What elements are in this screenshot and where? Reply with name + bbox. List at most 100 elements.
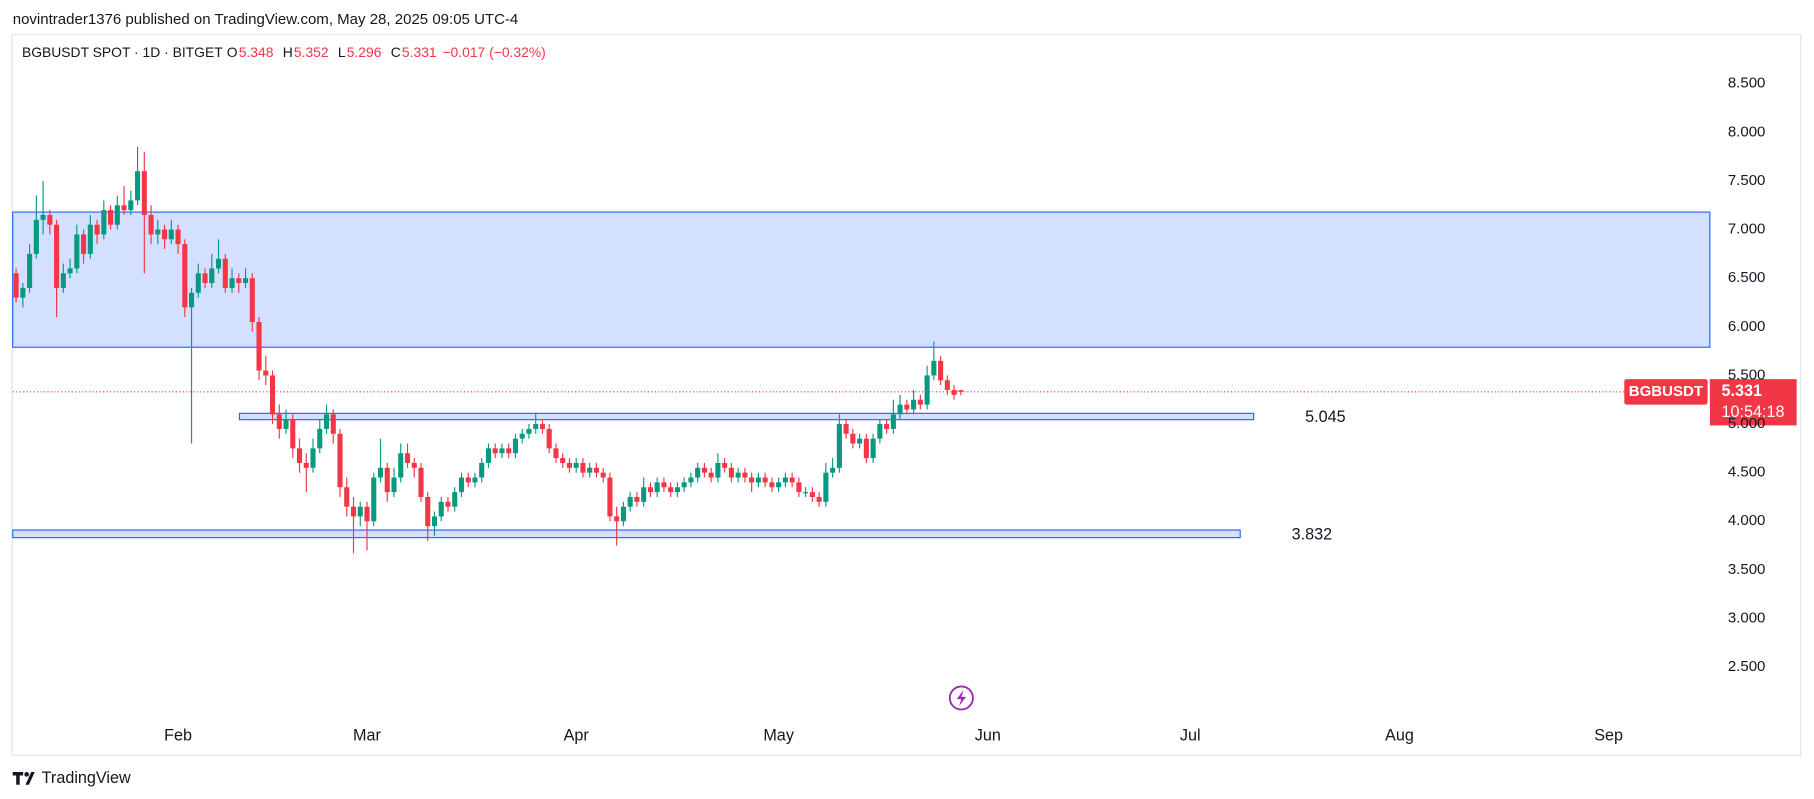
footer-brand: TradingView <box>42 769 131 787</box>
candle-body <box>81 234 87 254</box>
candle-body <box>189 292 195 308</box>
symbol-tag-label: BGBUSDT <box>1629 383 1704 400</box>
candle-body <box>580 462 586 473</box>
candle-body <box>499 448 505 454</box>
zone-label: 3.832 <box>1292 525 1333 543</box>
candle-body <box>647 487 653 493</box>
candle-body <box>944 380 950 391</box>
candle-body <box>438 501 444 517</box>
ohlc-value: 5.348 <box>239 44 274 60</box>
candle-body <box>796 482 802 493</box>
candle-body <box>33 219 39 254</box>
y-tick-label: 7.000 <box>1728 221 1766 238</box>
candle-body <box>290 419 296 449</box>
candle-body <box>911 399 917 410</box>
candle-body <box>512 438 519 454</box>
zone <box>12 529 1241 539</box>
candle-body <box>931 360 937 376</box>
candle-body <box>114 205 120 225</box>
x-tick-label: Mar <box>353 726 381 744</box>
candle-body <box>830 467 836 473</box>
candle-body <box>884 424 890 429</box>
candle-body <box>431 516 438 527</box>
candles <box>13 146 964 554</box>
candle-body <box>168 229 174 240</box>
candle-body <box>87 224 93 254</box>
symbol: BGBUSDT SPOT · 1D · BITGET <box>22 44 223 60</box>
y-tick-label: 7.500 <box>1728 172 1766 189</box>
candle-body <box>418 467 424 497</box>
candle-body <box>674 487 680 493</box>
change: −0.017 (−0.32%) <box>442 44 545 60</box>
candle-body <box>708 472 714 478</box>
candle-body <box>809 492 815 497</box>
x-tick-label: Jun <box>975 726 1001 744</box>
candle-body <box>695 467 701 478</box>
candle-body <box>458 477 465 493</box>
candle-body <box>654 482 660 493</box>
candle-body <box>870 438 876 459</box>
candle-body <box>276 414 282 429</box>
x-tick-label: Feb <box>164 726 192 744</box>
candle-body <box>614 516 620 522</box>
candle-body <box>701 467 707 473</box>
candle-body <box>20 287 26 298</box>
candle-body <box>128 200 134 211</box>
candle-body <box>350 506 357 517</box>
candle-body <box>162 229 168 240</box>
candle-body <box>627 496 633 507</box>
candle-body <box>560 458 566 463</box>
ohlc-value: 5.331 <box>402 44 437 60</box>
candle-body <box>242 278 249 284</box>
candle-body <box>533 424 539 429</box>
ohlc-key: O <box>227 44 238 60</box>
candle-body <box>539 424 545 429</box>
candle-body <box>755 477 761 483</box>
candle-body <box>283 419 289 429</box>
y-tick-label: 5.000 <box>1728 415 1766 432</box>
candle-body <box>452 492 458 507</box>
ohlc-key: C <box>391 44 401 60</box>
ohlc-value: 5.352 <box>294 44 329 60</box>
candle-body <box>573 462 579 468</box>
candle-body <box>769 482 775 488</box>
candle-body <box>823 472 829 502</box>
price-tag-countdown: 10:54:18 <box>1721 403 1784 421</box>
candle-body <box>67 268 73 274</box>
candle-body <box>323 414 330 429</box>
candle-body <box>526 428 532 434</box>
candle-body <box>445 501 451 507</box>
chart-frame <box>11 33 1802 756</box>
legend: BGBUSDT SPOT · 1D · BITGET O 5.348 H 5.352 L… <box>22 44 546 60</box>
candle-body <box>958 390 964 392</box>
candle-body <box>485 448 492 463</box>
candle-body <box>175 229 181 245</box>
candle-body <box>688 477 694 483</box>
candle-body <box>74 234 80 269</box>
ohlc-key: H <box>283 44 293 60</box>
candle-body <box>843 424 849 434</box>
y-tick-label: 6.000 <box>1728 318 1766 335</box>
candle-body <box>135 171 141 201</box>
candle-body <box>330 414 336 434</box>
candle-body <box>492 448 498 454</box>
candle-body <box>121 205 127 211</box>
candle-body <box>904 404 910 410</box>
event-bolt <box>956 689 967 707</box>
candle-body <box>897 404 903 415</box>
candle-body <box>209 268 215 284</box>
y-tick-label: 8.500 <box>1728 75 1766 92</box>
candle-body <box>742 472 748 478</box>
zone <box>238 412 1255 421</box>
price-tag <box>1709 379 1797 426</box>
y-tick-label: 5.500 <box>1728 366 1766 383</box>
candle-body <box>587 467 593 473</box>
candle-body <box>722 462 728 468</box>
candle-body <box>411 462 417 468</box>
candle-body <box>202 273 208 284</box>
candle-body <box>27 253 33 288</box>
candle-body <box>337 433 343 488</box>
zone-label: 5.045 <box>1305 408 1346 426</box>
candle-body <box>546 428 552 449</box>
candle-body <box>951 390 957 395</box>
